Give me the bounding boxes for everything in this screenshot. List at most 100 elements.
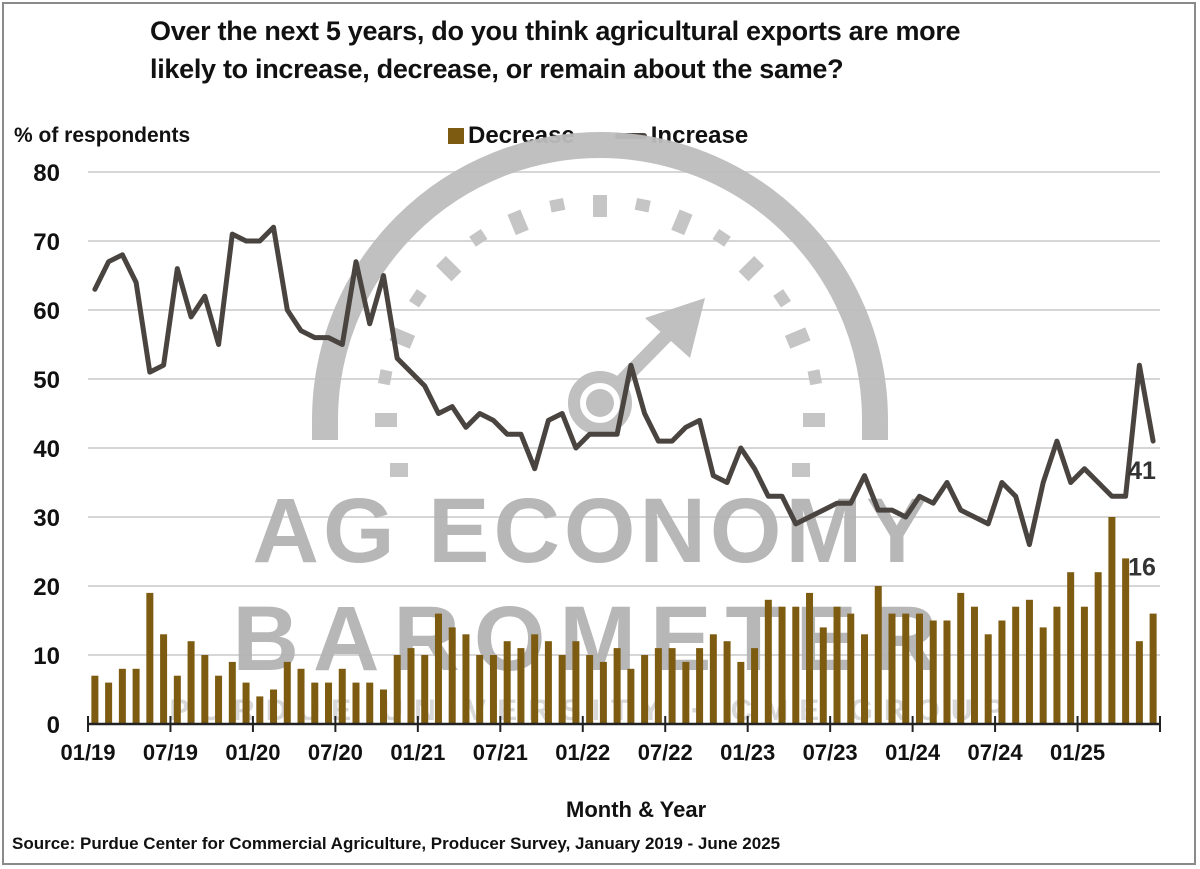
decrease-bar — [256, 696, 264, 724]
decrease-bar — [1135, 641, 1143, 724]
decrease-bar — [915, 613, 923, 724]
decrease-bar — [902, 613, 910, 724]
decrease-bar — [105, 682, 113, 724]
decrease-bar — [160, 634, 168, 724]
decrease-bar — [627, 668, 635, 724]
decrease-bar — [283, 661, 291, 724]
y-tick-label: 80 — [33, 160, 60, 187]
gauge-ticks-icon — [375, 195, 825, 477]
decrease-bar — [943, 620, 951, 724]
decrease-bar — [201, 655, 209, 724]
decrease-bar — [1149, 613, 1157, 724]
gauge-hub-icon — [568, 371, 632, 435]
decrease-bar — [531, 634, 539, 724]
decrease-bar — [187, 641, 195, 724]
x-tick-label: 07/20 — [308, 740, 363, 765]
x-tick-label: 01/25 — [1050, 740, 1105, 765]
decrease-bar — [599, 661, 607, 724]
y-axis-ticks: 0 10 20 30 40 50 60 70 80 — [33, 160, 60, 739]
y-tick-label: 30 — [33, 505, 60, 532]
decrease-bar — [407, 648, 415, 724]
decrease-bar — [957, 592, 965, 724]
decrease-bar — [544, 641, 552, 724]
decrease-bar — [228, 661, 236, 724]
y-axis-label: % of respondents — [14, 124, 191, 147]
decrease-bar — [325, 682, 333, 724]
decrease-bar — [146, 592, 154, 724]
x-axis: 01/19 07/19 01/20 07/20 01/21 07/21 01/22 07/22… — [60, 716, 1161, 765]
decrease-bar — [586, 655, 594, 724]
legend-decrease-swatch — [448, 128, 464, 144]
watermark-text-ag-economy: AG ECONOMY — [253, 480, 932, 582]
decrease-bar — [929, 620, 937, 724]
decrease-bar — [517, 648, 525, 724]
decrease-bar — [118, 668, 126, 724]
decrease-bar — [778, 606, 786, 724]
y-tick-label: 40 — [33, 436, 60, 463]
decrease-bar — [91, 675, 99, 724]
decrease-bar — [723, 641, 731, 724]
x-tick-label: 01/22 — [555, 740, 610, 765]
x-tick-label: 01/23 — [720, 740, 775, 765]
y-tick-label: 0 — [47, 712, 60, 739]
gauge-needle-icon — [610, 325, 677, 393]
decrease-bar — [874, 586, 882, 724]
chart-title-line-1: Over the next 5 years, do you think agri… — [150, 16, 961, 46]
increase-line — [92, 224, 1156, 548]
x-tick-label: 07/22 — [638, 740, 693, 765]
decrease-bar — [462, 634, 470, 724]
decrease-bar — [311, 682, 319, 724]
x-tick-label: 01/21 — [390, 740, 445, 765]
source-note: Source: Purdue Center for Commercial Agr… — [12, 834, 781, 853]
chart-title: Over the next 5 years, do you think agri… — [150, 12, 1110, 88]
chart-title-line-2: likely to increase, decrease, or remain … — [150, 54, 844, 84]
decrease-bar — [668, 648, 676, 724]
decrease-bar — [970, 606, 978, 724]
decrease-bar — [792, 606, 800, 724]
x-tick-label: 07/21 — [473, 740, 528, 765]
decrease-bar — [709, 634, 717, 724]
decrease-bar — [1053, 606, 1061, 724]
decrease-bar — [888, 613, 896, 724]
decrease-bar — [572, 641, 580, 724]
x-axis-label: Month & Year — [566, 797, 707, 822]
decrease-bar — [242, 682, 250, 724]
decrease-bar — [764, 599, 772, 724]
x-tick-label: 07/24 — [968, 740, 1024, 765]
decrease-bar — [421, 655, 429, 724]
decrease-bar — [641, 655, 649, 724]
decrease-bar — [1094, 572, 1102, 724]
decrease-bar — [215, 675, 223, 724]
decrease-bar — [847, 613, 855, 724]
decrease-bar — [448, 627, 456, 724]
decrease-bar — [696, 648, 704, 724]
y-tick-label: 60 — [33, 298, 60, 325]
decrease-bar — [806, 592, 814, 724]
decrease-bar — [1039, 627, 1047, 724]
decrease-bar — [503, 641, 511, 724]
decrease-end-label: 16 — [1128, 554, 1156, 582]
x-tick-label: 01/19 — [60, 740, 115, 765]
decrease-bar — [173, 675, 181, 724]
decrease-bar — [297, 668, 305, 724]
decrease-bar — [132, 668, 140, 724]
decrease-bars — [91, 517, 1157, 724]
decrease-bar — [654, 648, 662, 724]
x-tick-label: 07/19 — [143, 740, 198, 765]
decrease-bar — [1025, 599, 1033, 724]
decrease-bar — [489, 655, 497, 724]
y-tick-label: 10 — [33, 643, 60, 670]
x-tick-label: 01/24 — [885, 740, 941, 765]
gauge-arc-icon — [312, 132, 888, 421]
decrease-bar — [476, 655, 484, 724]
decrease-bar — [1080, 606, 1088, 724]
decrease-bar — [1012, 606, 1020, 724]
decrease-bar — [338, 668, 346, 724]
decrease-bar — [737, 661, 745, 724]
decrease-bar — [984, 634, 992, 724]
x-tick-label: 07/23 — [803, 740, 858, 765]
decrease-bar — [613, 648, 621, 724]
decrease-bar — [352, 682, 360, 724]
x-tick-label: 01/20 — [225, 740, 280, 765]
decrease-bar — [751, 648, 759, 724]
